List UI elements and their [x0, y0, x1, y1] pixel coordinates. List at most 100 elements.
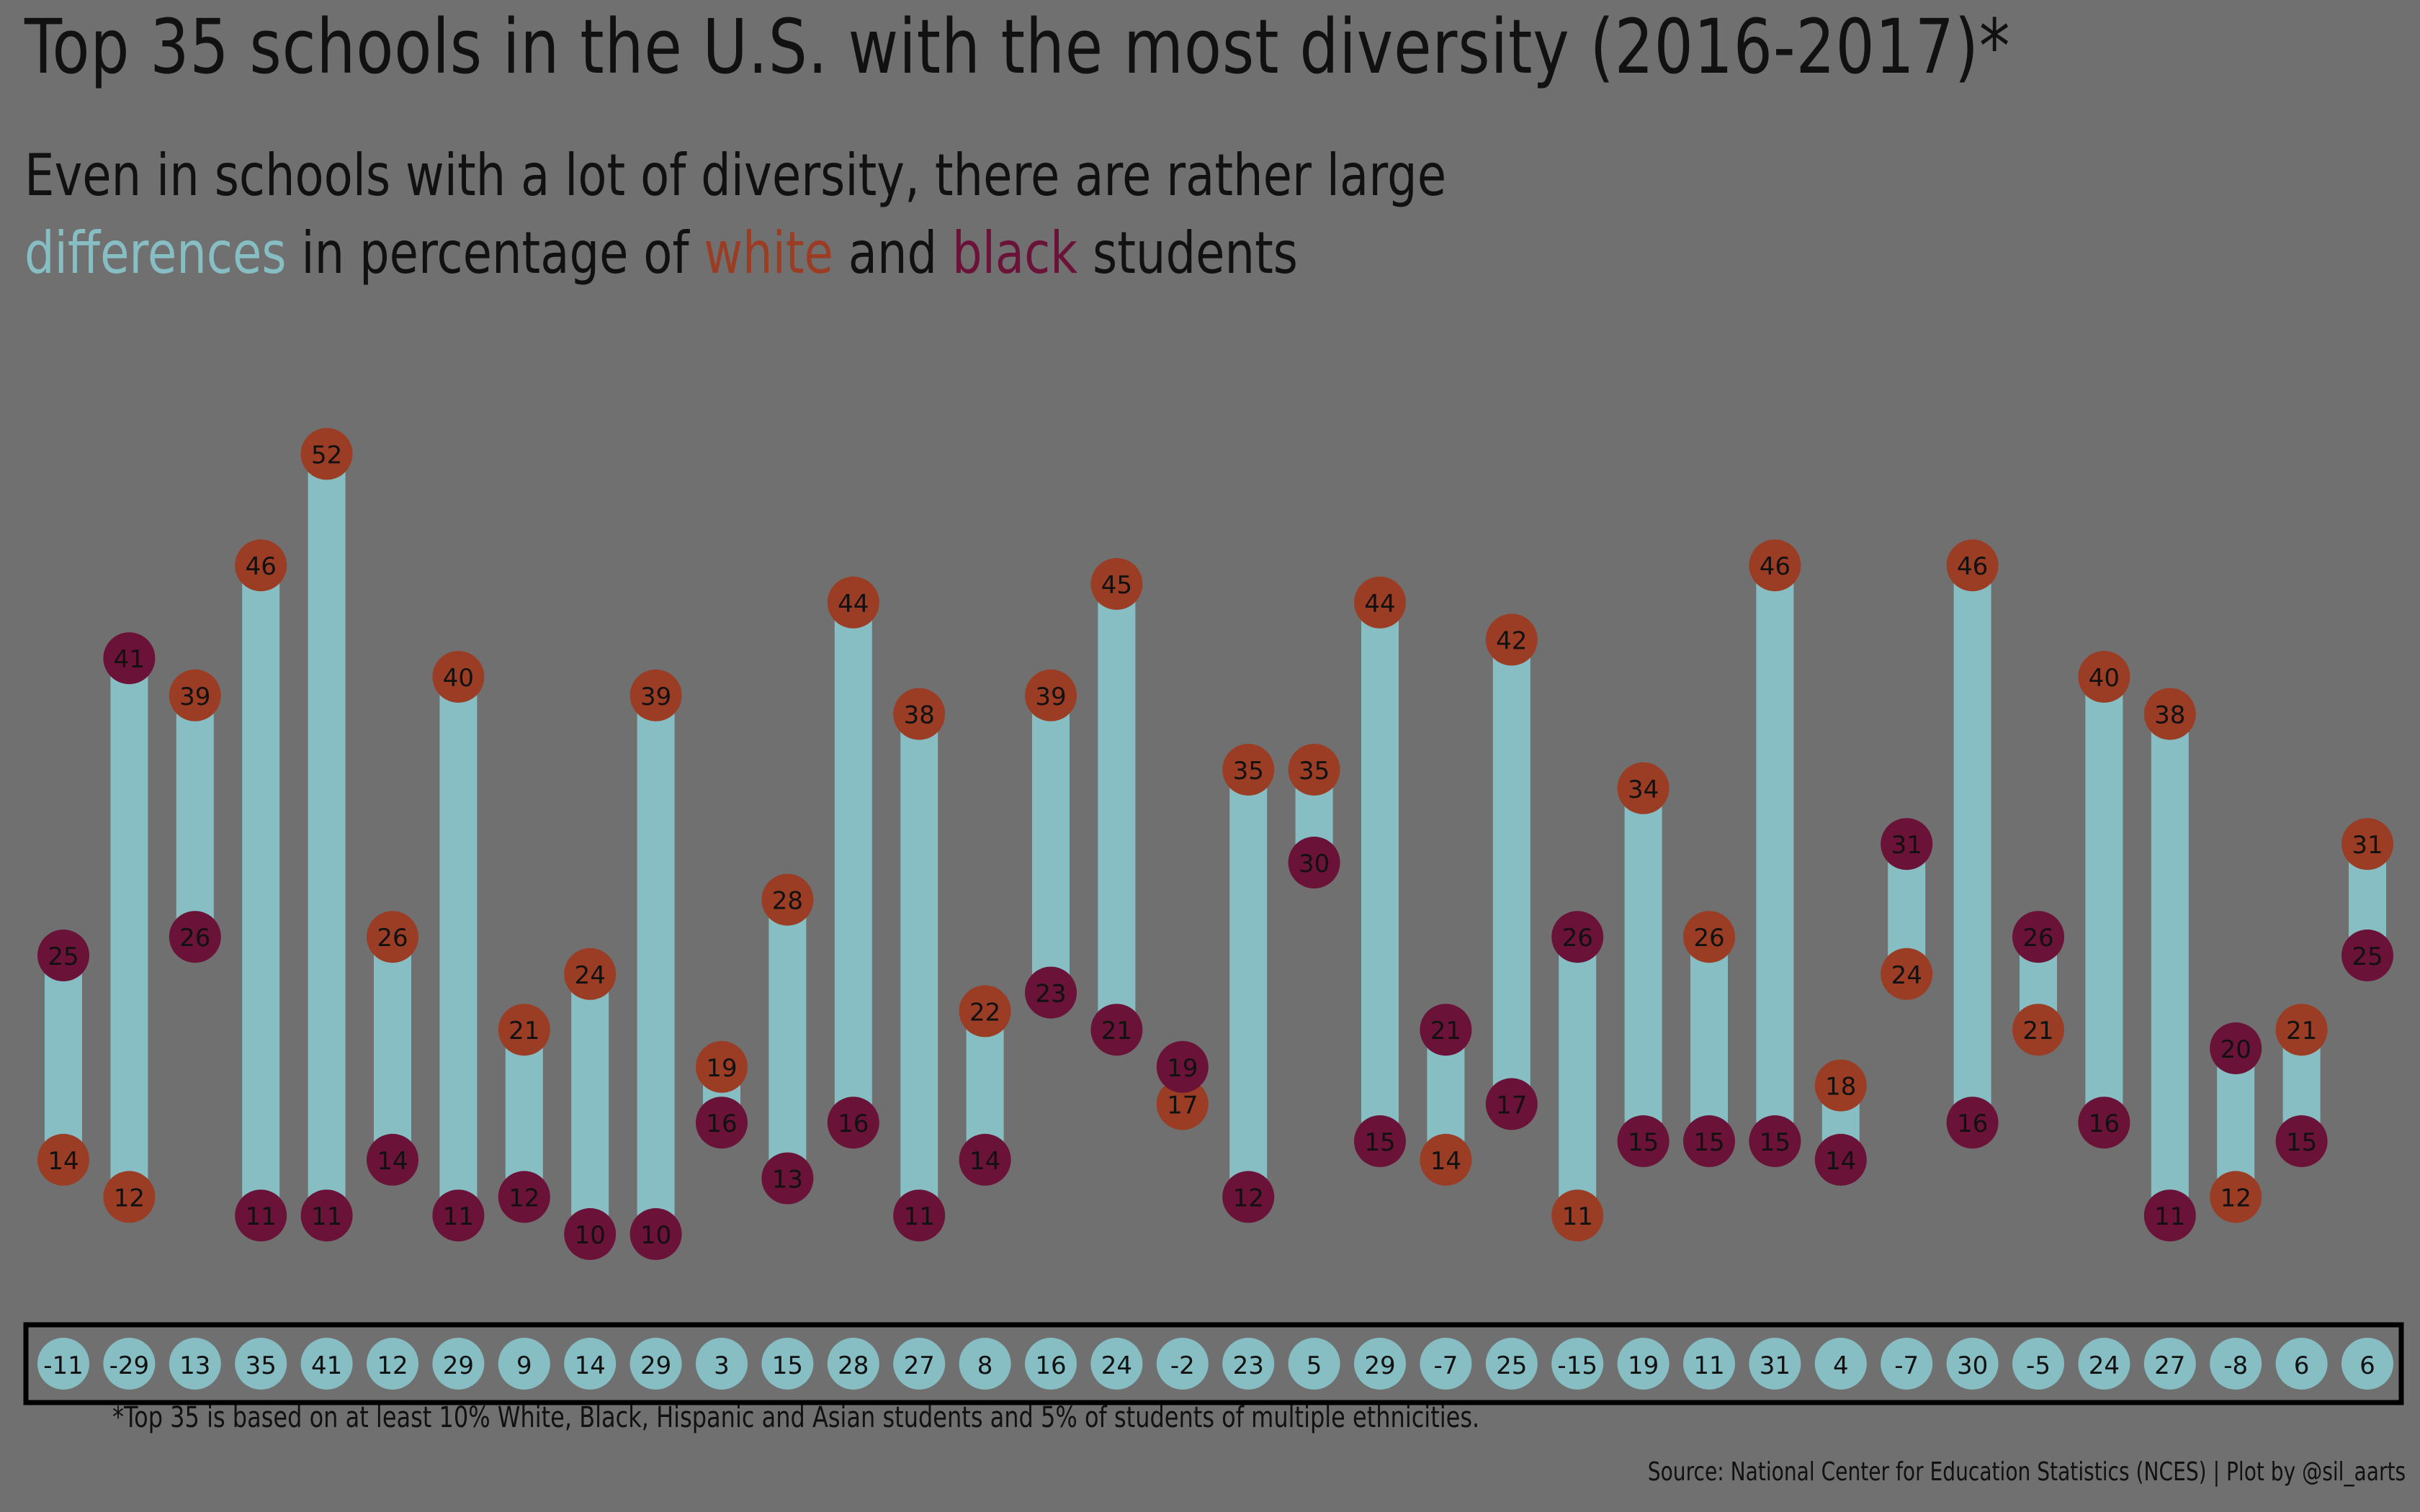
legend-word-white: white	[704, 220, 833, 287]
white-value-label: 46	[246, 552, 277, 581]
white-point	[1551, 1189, 1604, 1242]
black-value-label: 16	[1957, 1110, 1988, 1138]
black-value-label: 11	[2154, 1202, 2185, 1231]
difference-point	[2341, 1338, 2393, 1390]
white-point	[1881, 948, 1933, 1000]
white-point	[367, 911, 418, 963]
white-point	[959, 985, 1011, 1038]
white-value-label: 12	[114, 1184, 145, 1212]
chart-subtitle: Even in schools with a lot of diversity,…	[24, 137, 1446, 292]
difference-bar	[1032, 695, 1070, 993]
difference-value-label: 11	[1693, 1351, 1724, 1380]
black-point	[696, 1097, 748, 1149]
white-value-label: 21	[2286, 1017, 2317, 1045]
difference-point	[761, 1338, 814, 1390]
black-value-label: 11	[904, 1202, 935, 1231]
difference-value-label: 28	[838, 1351, 869, 1380]
white-point	[1485, 613, 1538, 666]
difference-value-label: 16	[1035, 1351, 1066, 1380]
white-value-label: 52	[311, 441, 342, 469]
difference-point	[959, 1338, 1011, 1390]
white-point	[169, 669, 221, 721]
difference-point	[235, 1338, 287, 1390]
white-value-label: 14	[48, 1147, 79, 1176]
white-value-label: 42	[1496, 626, 1527, 655]
black-value-label: 10	[575, 1221, 606, 1250]
difference-bar	[1229, 770, 1268, 1197]
white-value-label: 24	[575, 961, 606, 990]
black-point	[1485, 1078, 1538, 1130]
white-value-label: 14	[1430, 1147, 1461, 1176]
white-point	[1814, 1059, 1867, 1112]
difference-point	[37, 1338, 89, 1390]
difference-value-label: -2	[1170, 1351, 1195, 1380]
white-value-label: 40	[443, 664, 474, 693]
white-value-label: 46	[1957, 552, 1988, 581]
black-point	[1946, 1097, 1999, 1149]
black-point	[1156, 1040, 1209, 1093]
white-value-label: 28	[772, 887, 803, 916]
difference-point	[1420, 1338, 1472, 1390]
black-value-label: 14	[377, 1147, 408, 1176]
difference-value-label: -7	[1433, 1351, 1458, 1380]
black-point	[1749, 1115, 1801, 1167]
white-value-label: 34	[1628, 775, 1659, 804]
black-point	[1617, 1115, 1670, 1167]
black-point	[1025, 966, 1077, 1019]
black-point	[1551, 911, 1604, 963]
difference-point	[564, 1338, 617, 1390]
white-value-label: 35	[1299, 757, 1330, 786]
difference-bar	[1559, 937, 1597, 1216]
white-point	[2143, 688, 2196, 740]
black-value-label: 15	[1693, 1128, 1724, 1157]
difference-point	[2143, 1338, 2196, 1390]
white-point	[1156, 1078, 1209, 1130]
difference-bar	[110, 658, 148, 1197]
black-point	[37, 930, 89, 981]
white-point	[103, 1171, 156, 1223]
black-point	[498, 1171, 550, 1223]
black-point	[1354, 1115, 1406, 1167]
black-point	[893, 1189, 946, 1242]
black-value-label: 26	[2022, 924, 2053, 953]
white-value-label: 39	[179, 683, 210, 711]
difference-bar	[900, 714, 938, 1216]
white-value-label: 12	[2220, 1184, 2251, 1212]
difference-value-label: 8	[977, 1351, 993, 1380]
black-value-label: 16	[2089, 1110, 2120, 1138]
white-point	[1420, 1133, 1472, 1186]
white-point	[893, 688, 946, 740]
difference-bar	[768, 899, 807, 1179]
difference-value-label: 12	[377, 1351, 408, 1380]
black-point	[300, 1189, 353, 1242]
difference-bar	[1492, 639, 1531, 1104]
white-point	[1617, 762, 1670, 814]
black-point	[1222, 1171, 1275, 1223]
white-point	[1222, 744, 1275, 796]
difference-value-label: -5	[2026, 1351, 2051, 1380]
black-value-label: 25	[2352, 942, 2383, 971]
white-value-label: 31	[2352, 831, 2383, 860]
white-point	[1354, 576, 1406, 629]
black-point	[629, 1208, 682, 1260]
black-point	[1288, 837, 1340, 888]
white-point	[300, 428, 353, 480]
subtitle-text-students: students	[1077, 220, 1298, 287]
white-point	[2012, 1004, 2064, 1056]
black-value-label: 41	[114, 645, 145, 674]
difference-bar	[1361, 602, 1399, 1141]
white-point	[498, 1004, 550, 1056]
difference-point	[827, 1338, 879, 1390]
difference-value-label: 29	[640, 1351, 671, 1380]
black-value-label: 14	[1825, 1147, 1856, 1176]
white-point	[2078, 651, 2130, 703]
black-value-label: 12	[508, 1184, 539, 1212]
difference-bar	[439, 677, 478, 1216]
black-value-label: 21	[1101, 1017, 1132, 1045]
difference-bar	[308, 454, 346, 1216]
white-point	[629, 669, 682, 721]
black-point	[103, 632, 156, 685]
difference-value-label: 41	[311, 1351, 342, 1380]
white-value-label: 44	[1364, 590, 1395, 618]
black-point	[2078, 1097, 2130, 1149]
